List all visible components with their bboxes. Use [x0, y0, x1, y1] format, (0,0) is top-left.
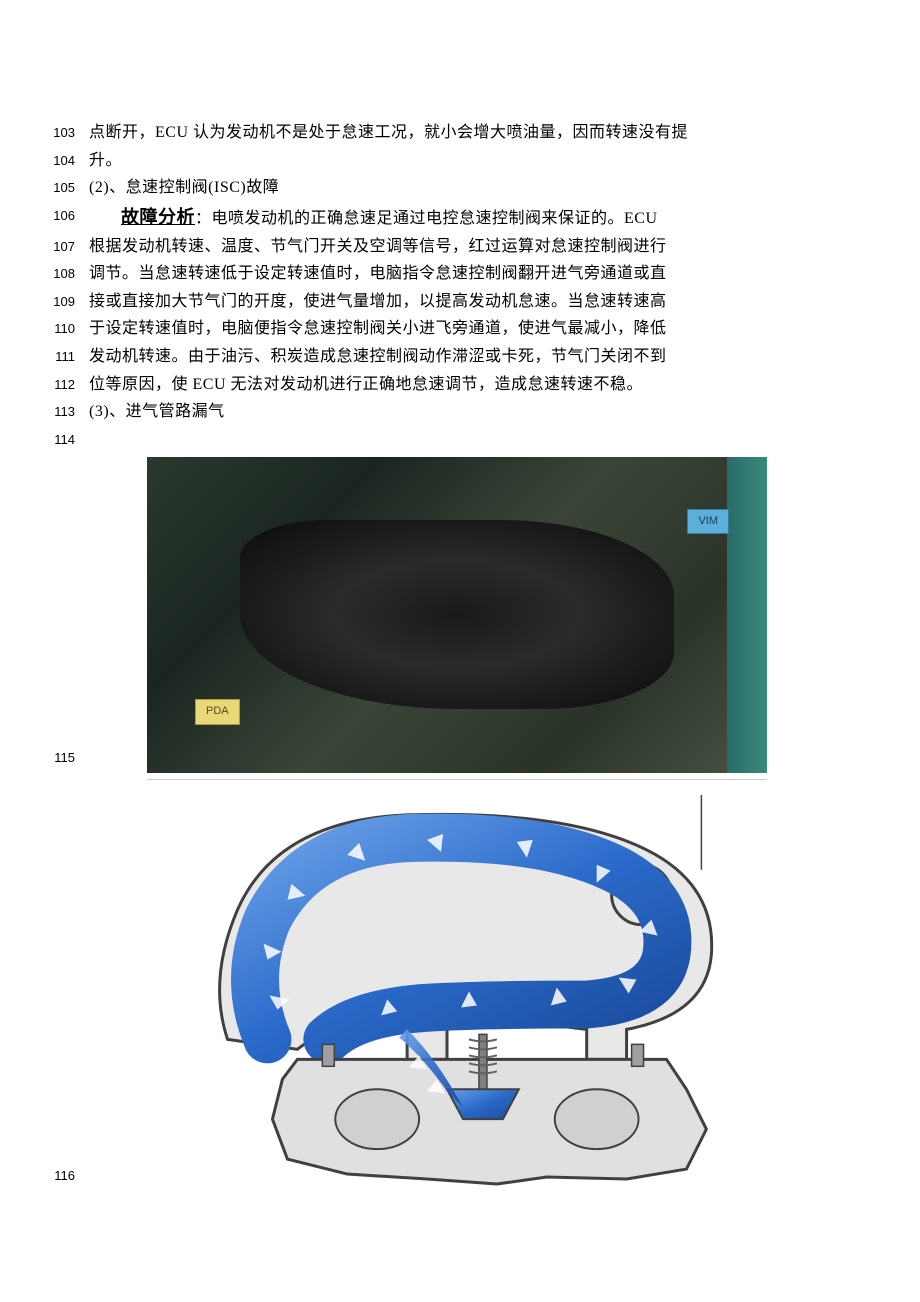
line-number-115: 115 [45, 745, 89, 773]
image-row-diagram: 116 [45, 779, 875, 1191]
line-number-109: 109 [45, 289, 89, 313]
airflow-svg [147, 780, 767, 1191]
text-line: 113 (3)、进气管路漏气 [45, 399, 875, 425]
line-content: (3)、进气管路漏气 [89, 399, 875, 425]
engine-part-shape [240, 520, 674, 710]
pda-label: PDA [195, 699, 240, 725]
line-content: 故障分析：电喷发动机的正确怠速足通过电控怠速控制阀来保证的。ECU [89, 203, 875, 232]
line-content: 位等原因，使 ECU 无法对发动机进行正确地怠速调节，造成怠速转速不稳。 [89, 372, 875, 398]
line-number-114: 114 [45, 427, 89, 451]
text-line: 104 升。 [45, 148, 875, 174]
line-number-108: 108 [45, 261, 89, 285]
port-left [335, 1089, 419, 1149]
line-content: 接或直接加大节气门的开度，使进气量增加，以提高发动机怠速。当怠速转速高 [89, 289, 875, 315]
photo-background-edge [727, 457, 767, 773]
fault-analysis-heading: 故障分析 [121, 207, 195, 227]
line-number-116: 116 [45, 1163, 89, 1191]
image-row-photo: 115 VIM PDA [45, 457, 875, 773]
line-number-107: 107 [45, 234, 89, 258]
line-content: 发动机转速。由于油污、积炭造成怠速控制阀动作滞涩或卡死，节气门关闭不到 [89, 344, 875, 370]
text-line: 112 位等原因，使 ECU 无法对发动机进行正确地怠速调节，造成怠速转速不稳。 [45, 372, 875, 398]
line-content: 于设定转速值时，电脑便指令怠速控制阀关小进飞旁通道，使进气最减小，降低 [89, 316, 875, 342]
line-number-104: 104 [45, 148, 89, 172]
line-content: 升。 [89, 148, 875, 174]
line-content: (2)、怠速控制阀(ISC)故障 [89, 175, 875, 201]
line-content: 点断开，ECU 认为发动机不是处于怠速工况，就小会增大喷油量，因而转速没有提 [89, 120, 875, 146]
text-line: 105 (2)、怠速控制阀(ISC)故障 [45, 175, 875, 201]
line-content: 调节。当怠速转速低于设定转速值时，电脑指令怠速控制阀翻开进气旁通道或直 [89, 261, 875, 287]
text-line: 110 于设定转速值时，电脑便指令怠速控制阀关小进飞旁通道，使进气最减小，降低 [45, 316, 875, 342]
text-line: 109 接或直接加大节气门的开度，使进气量增加，以提高发动机怠速。当怠速转速高 [45, 289, 875, 315]
engine-intake-photo: VIM PDA [147, 457, 767, 773]
line-number-103: 103 [45, 120, 89, 144]
bolt [632, 1044, 644, 1066]
airflow-diagram [147, 779, 767, 1191]
text-line: 111 发动机转速。由于油污、积炭造成怠速控制阀动作滞涩或卡死，节气门关闭不到 [45, 344, 875, 370]
line-number-111: 111 [45, 344, 89, 368]
line-106-rest: ：电喷发动机的正确怠速足通过电控怠速控制阀来保证的。ECU [195, 210, 658, 227]
port-right [555, 1089, 639, 1149]
line-number-105: 105 [45, 175, 89, 199]
text-line: 107 根据发动机转速、温度、节气门开关及空调等信号，红过运算对怠速控制阀进行 [45, 234, 875, 260]
line-number-113: 113 [45, 399, 89, 423]
line-number-106: 106 [45, 203, 89, 227]
text-line: 106 故障分析：电喷发动机的正确怠速足通过电控怠速控制阀来保证的。ECU [45, 203, 875, 232]
text-line: 114 [45, 427, 875, 451]
text-line: 108 调节。当怠速转速低于设定转速值时，电脑指令怠速控制阀翻开进气旁通道或直 [45, 261, 875, 287]
line-number-110: 110 [45, 316, 89, 340]
line-content: 根据发动机转速、温度、节气门开关及空调等信号，红过运算对怠速控制阀进行 [89, 234, 875, 260]
line-number-112: 112 [45, 372, 89, 396]
text-line: 103 点断开，ECU 认为发动机不是处于怠速工况，就小会增大喷油量，因而转速没… [45, 120, 875, 146]
vim-label: VIM [687, 509, 729, 535]
bolt [322, 1044, 334, 1066]
